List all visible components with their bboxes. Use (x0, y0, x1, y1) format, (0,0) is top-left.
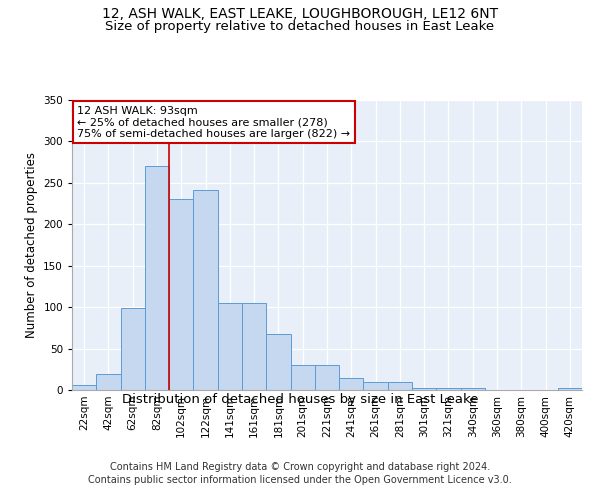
Bar (364, 382, 388, 390)
Bar (315, 365, 339, 390)
Bar (96, 374, 121, 390)
Bar (266, 334, 290, 390)
Bar (72, 385, 96, 390)
Bar (121, 308, 145, 390)
Text: 12 ASH WALK: 93sqm
← 25% of detached houses are smaller (278)
75% of semi-detach: 12 ASH WALK: 93sqm ← 25% of detached hou… (77, 106, 350, 139)
Bar (145, 166, 169, 390)
Text: 12, ASH WALK, EAST LEAKE, LOUGHBOROUGH, LE12 6NT: 12, ASH WALK, EAST LEAKE, LOUGHBOROUGH, … (102, 8, 498, 22)
Bar (461, 388, 485, 390)
Bar (169, 198, 193, 390)
Text: Contains public sector information licensed under the Open Government Licence v3: Contains public sector information licen… (88, 475, 512, 485)
Bar (558, 388, 582, 390)
Bar (193, 190, 218, 390)
Bar (339, 378, 364, 390)
Bar (388, 382, 412, 390)
Bar (242, 303, 266, 390)
Text: Contains HM Land Registry data © Crown copyright and database right 2024.: Contains HM Land Registry data © Crown c… (110, 462, 490, 472)
Text: Size of property relative to detached houses in East Leake: Size of property relative to detached ho… (106, 20, 494, 33)
Y-axis label: Number of detached properties: Number of detached properties (25, 152, 38, 338)
Text: Distribution of detached houses by size in East Leake: Distribution of detached houses by size … (122, 392, 478, 406)
Bar (218, 303, 242, 390)
Bar (436, 388, 461, 390)
Bar (290, 365, 315, 390)
Bar (412, 388, 436, 390)
